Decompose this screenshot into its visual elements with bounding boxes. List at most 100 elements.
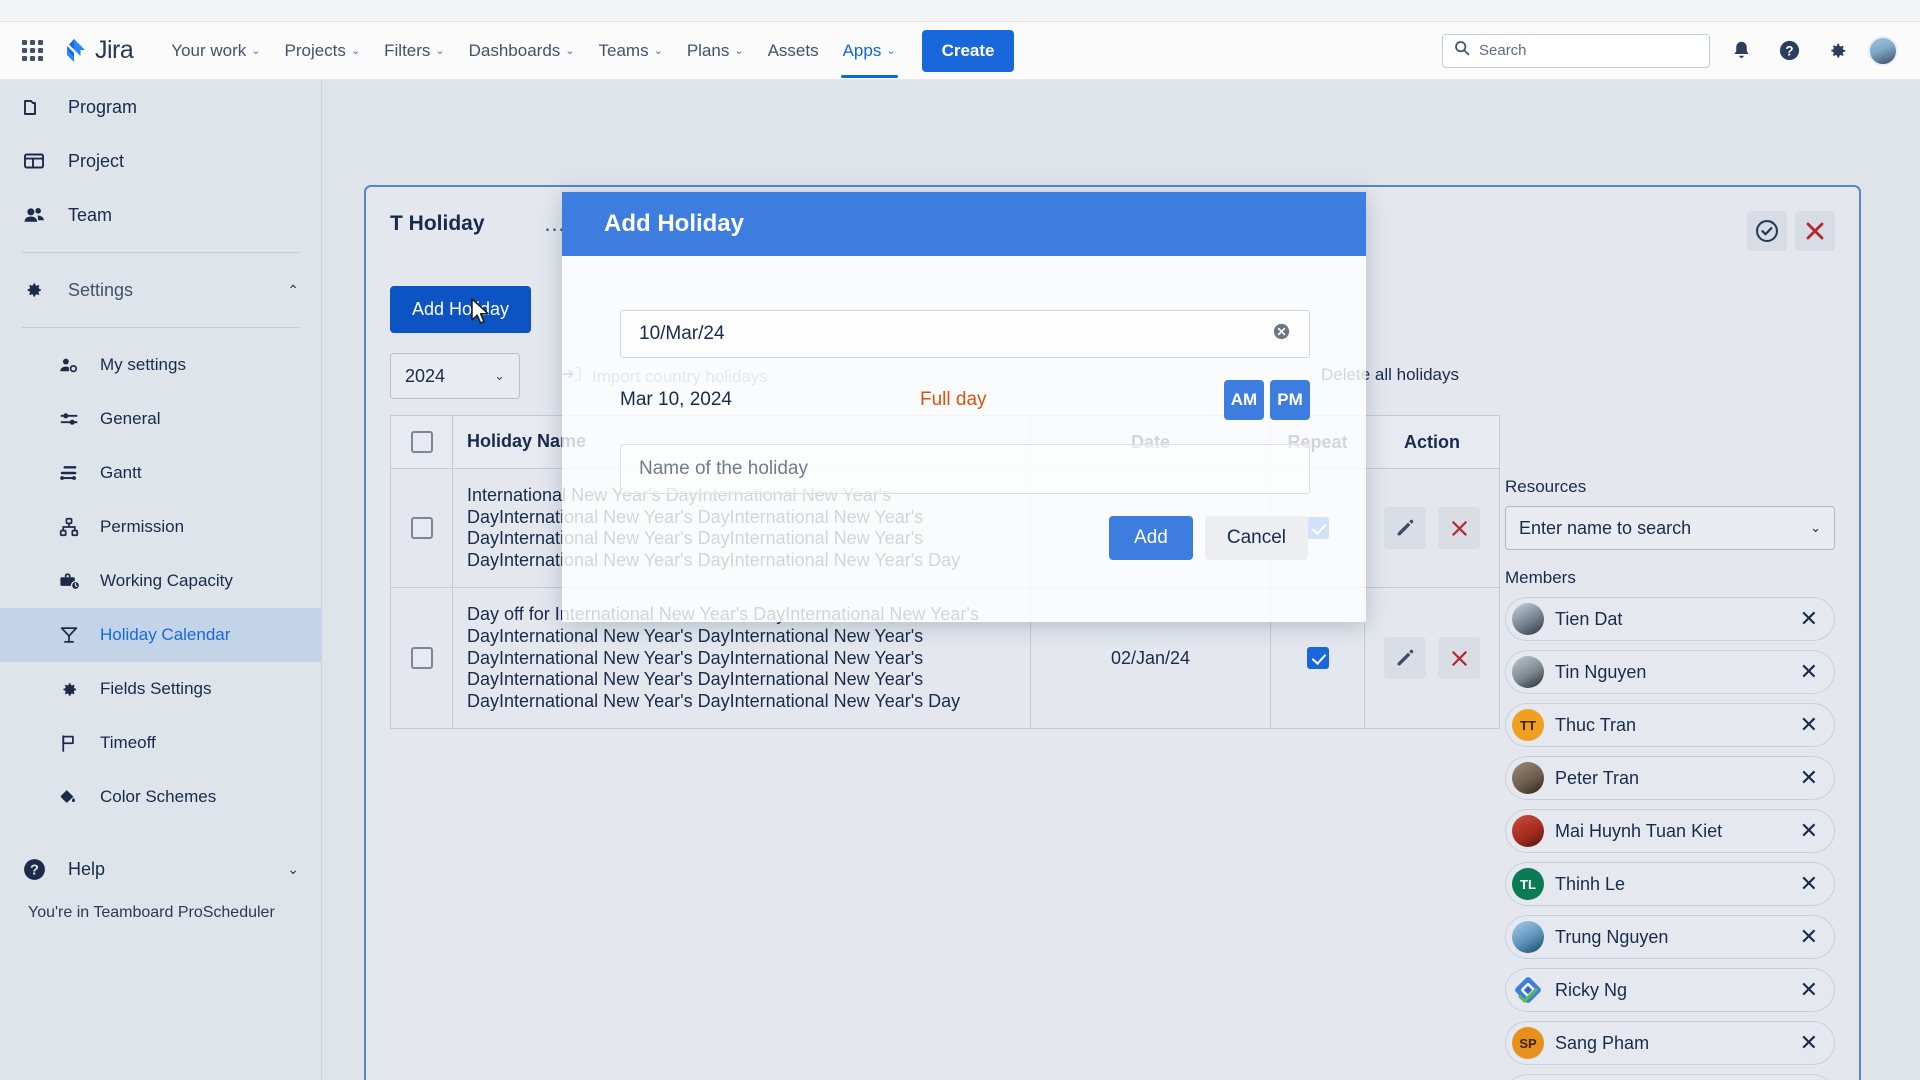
sidebar-item-permission[interactable]: Permission <box>0 500 321 554</box>
close-x-icon[interactable]: ✕ <box>1799 818 1818 843</box>
modal-fullday-label[interactable]: Full day <box>920 389 987 410</box>
sidebar-item-timeoff[interactable]: Timeoff <box>0 716 321 770</box>
close-x-icon[interactable] <box>1438 507 1480 550</box>
modal-cancel-button[interactable]: Cancel <box>1204 516 1308 560</box>
user-avatar[interactable] <box>1868 35 1898 66</box>
nav-item-apps[interactable]: Apps ⌄ <box>831 33 908 78</box>
chevron-down-icon: ⌄ <box>734 45 744 57</box>
member-name: Sang Pham <box>1555 1032 1650 1053</box>
close-x-icon[interactable]: ✕ <box>1799 977 1818 1002</box>
panel-confirm-icon[interactable] <box>1747 211 1787 251</box>
nav-item-dashboards[interactable]: Dashboards ⌄ <box>457 33 587 69</box>
modal-day-row: Mar 10, 2024 Full day AM PM <box>620 380 1310 420</box>
close-x-icon[interactable]: ✕ <box>1799 871 1818 896</box>
member-item[interactable]: Trung Nguyen ✕ <box>1505 915 1835 959</box>
briefcase-clock-icon <box>58 570 100 593</box>
avatar-logo <box>1512 974 1544 1006</box>
pencil-icon[interactable] <box>1384 637 1426 680</box>
sidebar-divider <box>22 252 299 253</box>
close-x-icon[interactable]: ✕ <box>1799 765 1818 790</box>
select-all-checkbox[interactable] <box>410 431 433 453</box>
sidebar-item-working-capacity[interactable]: Working Capacity <box>0 554 321 608</box>
member-name: Mai Huynh Tuan Kiet <box>1555 820 1723 841</box>
sliders-icon <box>58 408 100 430</box>
avatar-initials: TL <box>1512 868 1544 900</box>
close-x-icon[interactable]: ✕ <box>1799 924 1818 949</box>
nav-item-assets[interactable]: Assets <box>756 33 831 69</box>
sidebar-section-settings[interactable]: Settings ⌃ <box>0 263 321 317</box>
member-item[interactable]: Peter Tran ✕ <box>1505 756 1835 800</box>
pencil-icon[interactable] <box>1384 507 1426 550</box>
resource-search-select[interactable]: Enter name to search ⌄ <box>1505 506 1835 550</box>
select-all-checkbox-cell <box>391 416 453 468</box>
row-checkbox-cell <box>391 588 453 729</box>
row-select-checkbox[interactable] <box>410 647 433 670</box>
member-item[interactable]: Tien Dat ✕ <box>1505 597 1835 641</box>
member-item[interactable]: Tin Nguyen ✕ <box>1505 650 1835 694</box>
sidebar-item-label: Color Schemes <box>100 787 217 806</box>
sidebar-section-help[interactable]: ? Help ⌄ <box>0 842 321 896</box>
sidebar-item-label: Project <box>68 150 125 171</box>
nav-item-your-work[interactable]: Your work ⌄ <box>159 33 272 69</box>
sidebar-section-label: Help <box>68 858 106 879</box>
create-button[interactable]: Create <box>921 29 1015 72</box>
close-x-icon[interactable]: ✕ <box>1799 659 1818 684</box>
settings-gear-icon[interactable] <box>1820 34 1854 68</box>
sidebar-item-label: Gantt <box>100 463 142 482</box>
member-name: Thinh Le <box>1555 873 1626 894</box>
sidebar-item-program[interactable]: Program <box>0 80 321 134</box>
add-holiday-button[interactable]: Add Holiday <box>390 286 532 333</box>
clear-circle-icon[interactable] <box>1272 322 1291 347</box>
pm-toggle-button[interactable]: PM <box>1270 380 1310 420</box>
flag-icon <box>58 733 100 754</box>
close-x-icon[interactable]: ✕ <box>1799 606 1818 631</box>
holiday-date-input[interactable]: 10/Mar/24 <box>620 310 1310 358</box>
panel-close-icon[interactable] <box>1795 211 1835 251</box>
sidebar-item-gantt[interactable]: Gantt <box>0 446 321 500</box>
sidebar-item-label: Fields Settings <box>100 679 212 698</box>
resource-search-placeholder: Enter name to search <box>1519 517 1692 538</box>
sidebar-item-general[interactable]: General <box>0 392 321 446</box>
sidebar-item-team[interactable]: Team <box>0 188 321 242</box>
holiday-name-input[interactable]: Name of the holiday <box>620 444 1310 494</box>
holiday-date-value: 10/Mar/24 <box>639 323 725 344</box>
nav-item-projects[interactable]: Projects ⌄ <box>272 33 372 69</box>
chevron-up-icon: ⌃ <box>287 281 299 298</box>
jira-mark-icon <box>61 38 87 64</box>
member-item[interactable]: Mai Huynh Tuan Kiet ✕ <box>1505 809 1835 853</box>
close-x-icon[interactable] <box>1438 637 1480 680</box>
member-item[interactable]: Ricky Ng ✕ <box>1505 968 1835 1012</box>
row-actions <box>1365 469 1499 587</box>
jira-logo[interactable]: Jira <box>61 36 134 65</box>
nav-item-plans[interactable]: Plans ⌄ <box>675 33 756 69</box>
member-item[interactable]: TL Thinh Le ✕ <box>1505 862 1835 906</box>
row-select-checkbox[interactable] <box>410 517 433 540</box>
chevron-down-icon: ⌄ <box>350 45 361 57</box>
sidebar-item-project[interactable]: Project <box>0 134 321 188</box>
top-navigation-bar: Jira Your work ⌄ Projects ⌄ Filters ⌄ Da… <box>0 22 1920 80</box>
column-header-action: Action <box>1404 431 1460 452</box>
nav-item-filters[interactable]: Filters ⌄ <box>372 33 457 69</box>
member-item[interactable]: MN Minh Hoàng Nhật ✕ <box>1505 1074 1835 1080</box>
help-question-icon[interactable]: ? <box>1772 34 1806 68</box>
modal-add-button[interactable]: Add <box>1109 516 1193 560</box>
year-select[interactable]: 2024 ⌄ <box>390 353 520 399</box>
sidebar-item-color-schemes[interactable]: Color Schemes <box>0 770 321 824</box>
sidebar-section-label: Settings <box>68 279 134 300</box>
sidebar-item-my-settings[interactable]: My settings <box>0 338 321 392</box>
panel-more-menu-icon[interactable]: ⋯ <box>544 218 567 241</box>
row-repeat-checkbox[interactable] <box>1306 647 1329 670</box>
panel-title: T Holiday <box>390 212 485 235</box>
notifications-bell-icon[interactable] <box>1724 34 1758 68</box>
search-input[interactable]: Search <box>1442 33 1710 68</box>
apps-grid-icon[interactable] <box>22 40 43 61</box>
am-toggle-button[interactable]: AM <box>1224 380 1264 420</box>
member-item[interactable]: SP Sang Pham ✕ <box>1505 1021 1835 1065</box>
sidebar-item-holiday-calendar[interactable]: Holiday Calendar <box>0 608 321 662</box>
avatar <box>1512 921 1544 953</box>
member-item[interactable]: TT Thuc Tran ✕ <box>1505 703 1835 747</box>
close-x-icon[interactable]: ✕ <box>1799 712 1818 737</box>
nav-item-teams[interactable]: Teams ⌄ <box>587 33 675 69</box>
close-x-icon[interactable]: ✕ <box>1799 1030 1818 1055</box>
sidebar-item-fields-settings[interactable]: Fields Settings <box>0 662 321 716</box>
